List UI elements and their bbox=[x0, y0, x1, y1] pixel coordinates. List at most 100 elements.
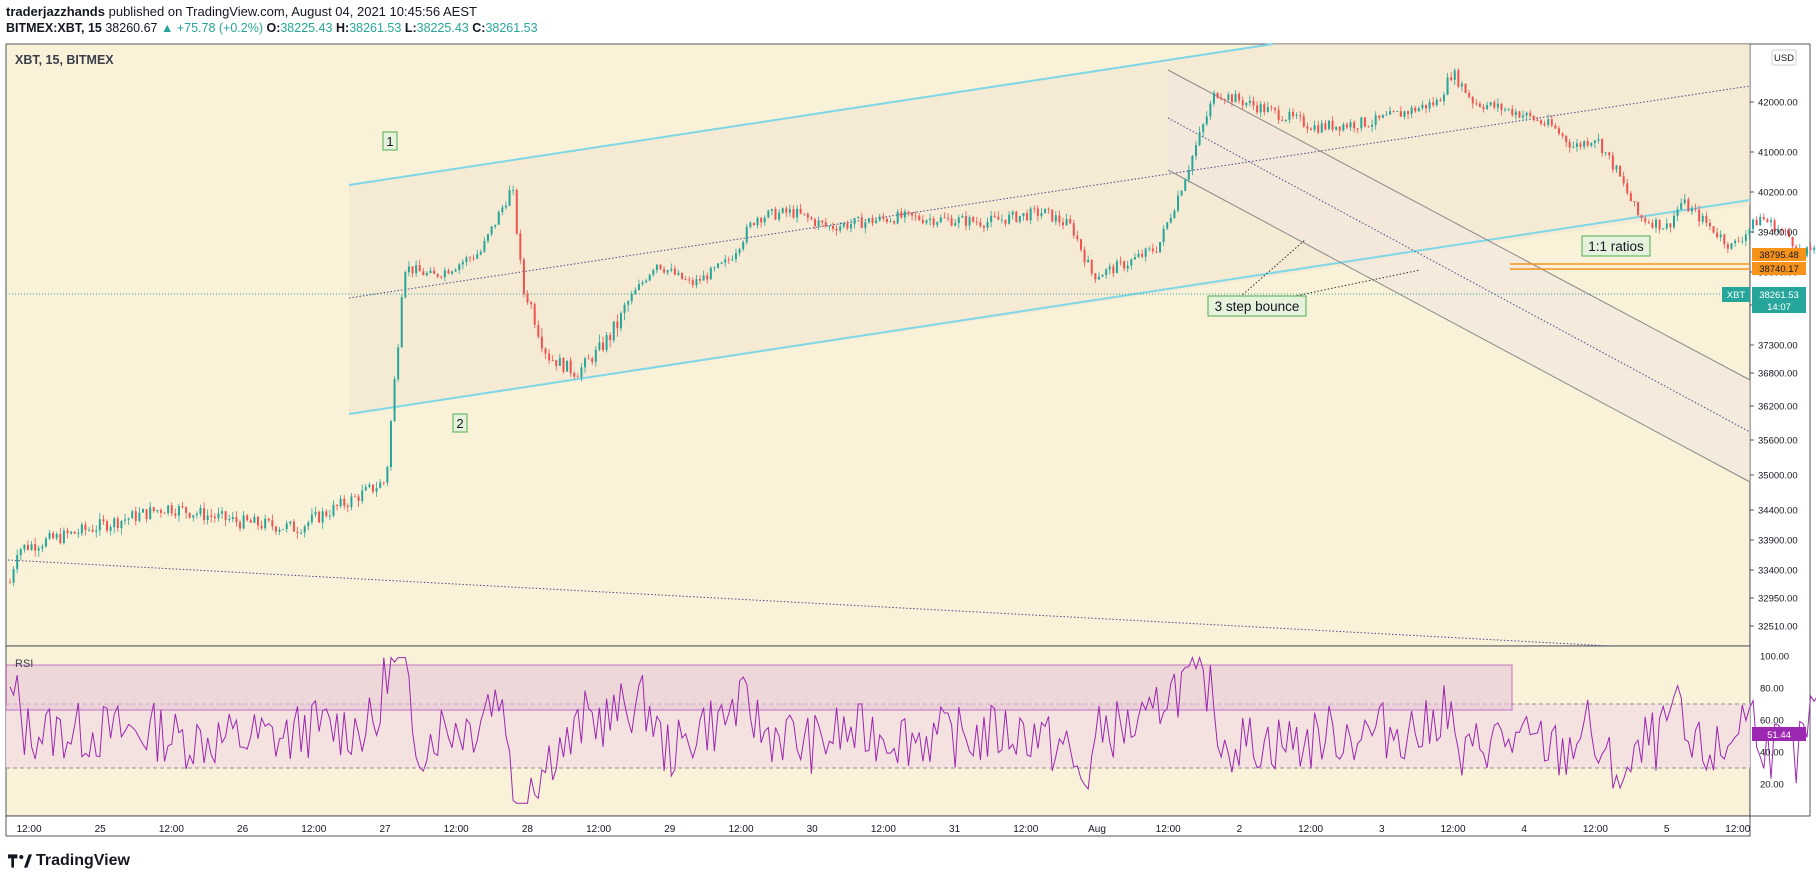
candle-body bbox=[30, 544, 33, 550]
candle-body bbox=[921, 219, 924, 224]
label-1-box[interactable] bbox=[382, 131, 398, 151]
candle-body bbox=[634, 290, 637, 295]
bounce-label-box[interactable] bbox=[1207, 295, 1307, 317]
candle-body bbox=[1295, 115, 1298, 117]
candle-body bbox=[1705, 215, 1708, 223]
candle-body bbox=[1137, 253, 1140, 258]
candle-body bbox=[1425, 104, 1428, 109]
candle-body bbox=[174, 513, 177, 516]
candle-body bbox=[458, 264, 461, 270]
candle-body bbox=[1590, 143, 1593, 146]
candle-body bbox=[1356, 128, 1359, 130]
candle-body bbox=[832, 225, 835, 229]
price-tick-label: 33900.00 bbox=[1758, 536, 1798, 547]
time-tick-label: 30 bbox=[807, 824, 819, 835]
currency-label: USD bbox=[1774, 53, 1794, 64]
candle-body bbox=[1230, 94, 1233, 103]
candle-body bbox=[170, 505, 173, 514]
candle-body bbox=[1123, 261, 1126, 269]
candle-body bbox=[558, 358, 561, 366]
candle-body bbox=[1647, 221, 1650, 223]
candle-body bbox=[364, 486, 367, 491]
candle-body bbox=[1752, 219, 1755, 230]
candle-body bbox=[271, 520, 274, 527]
candle-body bbox=[770, 209, 773, 211]
rsi-tick-label: 60.00 bbox=[1760, 716, 1784, 727]
candle-body bbox=[1072, 223, 1075, 236]
candle-body bbox=[943, 217, 946, 219]
candle-body bbox=[598, 342, 601, 350]
candle-body bbox=[303, 526, 306, 533]
tradingview-logo[interactable]: TradingView bbox=[8, 852, 130, 870]
candle-body bbox=[1198, 132, 1201, 146]
candle-body bbox=[968, 217, 971, 226]
time-axis[interactable] bbox=[5, 815, 1751, 837]
candle-body bbox=[1317, 125, 1320, 133]
candle-body bbox=[842, 223, 845, 227]
label-2-box[interactable] bbox=[452, 413, 468, 433]
candle-body bbox=[1248, 100, 1251, 103]
time-tick-label: 3 bbox=[1379, 824, 1385, 835]
candle-body bbox=[530, 302, 533, 305]
candle-body bbox=[292, 521, 295, 532]
candle-body bbox=[584, 358, 587, 368]
symbol-line: BITMEX:XBT, 15 bbox=[6, 21, 102, 35]
candle-body bbox=[1119, 261, 1122, 263]
candle-body bbox=[853, 218, 856, 225]
candle-body bbox=[774, 209, 777, 220]
candle-body bbox=[1619, 165, 1622, 177]
candle-body bbox=[1489, 102, 1492, 106]
candle-body bbox=[501, 207, 504, 213]
candle-body bbox=[1579, 143, 1582, 147]
candle-body bbox=[52, 532, 55, 539]
channel-lower-line[interactable] bbox=[348, 199, 1751, 415]
candle-body bbox=[717, 263, 720, 268]
candle-body bbox=[1529, 112, 1532, 116]
candle-body bbox=[1482, 106, 1485, 109]
desc-channel-lower[interactable] bbox=[1167, 169, 1751, 483]
candle-body bbox=[1159, 241, 1162, 253]
candle-body bbox=[1698, 209, 1701, 222]
currency-box[interactable] bbox=[1771, 49, 1797, 66]
candle-body bbox=[425, 272, 428, 276]
candle-body bbox=[1478, 103, 1481, 107]
rsi-highlight-box[interactable] bbox=[5, 664, 1513, 711]
symbol-tag: XBT bbox=[1727, 290, 1746, 301]
candle-body bbox=[1187, 169, 1190, 180]
candle-body bbox=[1389, 111, 1392, 115]
author-name[interactable]: traderjazzhands bbox=[6, 4, 105, 19]
rsi-tick-label: 40.00 bbox=[1760, 748, 1784, 759]
candle-body bbox=[1227, 94, 1230, 100]
candle-body bbox=[720, 262, 723, 264]
ratios-label-box[interactable] bbox=[1581, 235, 1651, 257]
candle-body bbox=[1787, 230, 1790, 237]
candle-body bbox=[1011, 211, 1014, 215]
candlestick-series bbox=[9, 68, 1816, 587]
candle-body bbox=[1734, 240, 1737, 244]
desc-channel-upper[interactable] bbox=[1167, 69, 1751, 381]
candle-body bbox=[1327, 120, 1330, 130]
candle-body bbox=[1773, 220, 1776, 233]
candle-body bbox=[1392, 111, 1395, 112]
candle-body bbox=[357, 496, 360, 502]
label-1: 1 bbox=[386, 134, 393, 149]
candle-body bbox=[479, 251, 482, 255]
candle-body bbox=[1148, 248, 1151, 250]
candle-body bbox=[1313, 125, 1316, 130]
candle-body bbox=[1453, 70, 1456, 80]
candle-body bbox=[914, 215, 917, 217]
channel-upper-line[interactable] bbox=[348, 43, 1274, 186]
candle-body bbox=[1087, 259, 1090, 263]
candle-body bbox=[1694, 208, 1697, 210]
candle-body bbox=[1744, 234, 1747, 241]
candle-body bbox=[494, 224, 497, 227]
time-tick-label: 12:00 bbox=[871, 824, 896, 835]
candle-body bbox=[167, 505, 170, 514]
candle-body bbox=[839, 226, 842, 231]
price-axis[interactable] bbox=[1749, 43, 1811, 817]
candle-body bbox=[519, 233, 522, 260]
candle-body bbox=[1611, 155, 1614, 170]
candle-body bbox=[785, 208, 788, 213]
candle-body bbox=[1324, 123, 1327, 130]
